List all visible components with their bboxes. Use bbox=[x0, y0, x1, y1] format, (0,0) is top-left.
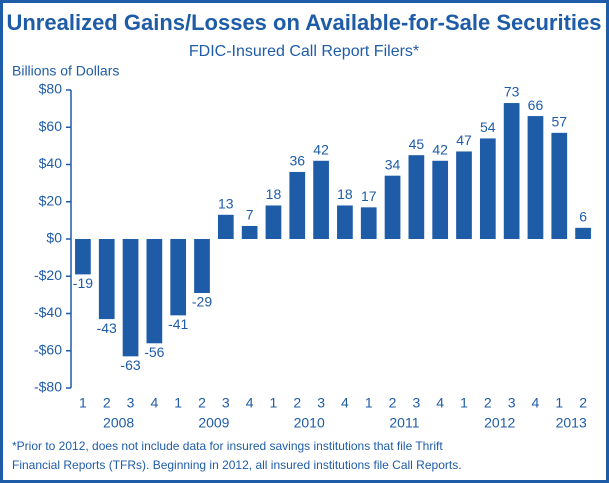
bar bbox=[456, 151, 472, 239]
y-tick-label: -$40 bbox=[34, 304, 62, 320]
data-label: -56 bbox=[144, 344, 164, 360]
x-tick-label: 2 bbox=[389, 395, 397, 411]
x-tick-label: 1 bbox=[79, 395, 87, 411]
x-tick-label: 4 bbox=[436, 395, 444, 411]
x-tick-label: 4 bbox=[532, 395, 540, 411]
y-tick-label: $60 bbox=[39, 118, 63, 134]
x-tick-label: 2 bbox=[103, 395, 111, 411]
x-tick-label: 3 bbox=[508, 395, 516, 411]
x-tick-label: 2 bbox=[293, 395, 301, 411]
bar bbox=[575, 227, 591, 239]
data-label: -63 bbox=[120, 357, 140, 373]
bar bbox=[289, 171, 306, 239]
data-label: 18 bbox=[266, 186, 282, 202]
x-tick-label: 2 bbox=[198, 395, 206, 411]
bar bbox=[146, 239, 163, 344]
x-tick-label: 4 bbox=[246, 395, 254, 411]
footnote: Financial Reports (TFRs). Beginning in 2… bbox=[12, 458, 462, 472]
x-tick-label: 1 bbox=[460, 395, 468, 411]
y-tick-label: -$80 bbox=[34, 379, 62, 395]
bar bbox=[384, 175, 401, 239]
data-label: 42 bbox=[313, 141, 329, 157]
x-group-label: 2009 bbox=[198, 415, 229, 431]
data-label: 17 bbox=[361, 188, 377, 204]
data-label: 57 bbox=[551, 114, 567, 130]
data-label: 66 bbox=[528, 97, 544, 113]
data-label: 54 bbox=[480, 119, 496, 135]
y-tick-label: $80 bbox=[39, 81, 63, 97]
data-label: 47 bbox=[456, 132, 472, 148]
data-label: 6 bbox=[579, 209, 587, 225]
footnote: *Prior to 2012, does not include data fo… bbox=[12, 439, 443, 453]
bar bbox=[479, 138, 496, 239]
bar bbox=[217, 214, 234, 239]
data-label: 13 bbox=[218, 195, 234, 211]
x-group-label: 2011 bbox=[389, 415, 419, 431]
data-label: -43 bbox=[97, 320, 117, 336]
data-label: -41 bbox=[168, 316, 188, 332]
x-tick-label: 3 bbox=[317, 395, 325, 411]
bar bbox=[503, 103, 520, 239]
bar bbox=[194, 239, 210, 294]
x-tick-label: 1 bbox=[365, 395, 373, 411]
y-tick-label: $0 bbox=[46, 230, 62, 246]
bar bbox=[337, 205, 353, 239]
bar bbox=[170, 239, 187, 316]
data-label: 18 bbox=[337, 186, 353, 202]
x-tick-label: 2 bbox=[579, 395, 587, 411]
bar bbox=[551, 132, 568, 239]
x-tick-label: 1 bbox=[174, 395, 182, 411]
x-tick-label: 2 bbox=[484, 395, 492, 411]
bar bbox=[75, 239, 91, 275]
y-axis-label: Billions of Dollars bbox=[12, 63, 119, 79]
x-tick-label: 3 bbox=[222, 395, 230, 411]
x-tick-label: 1 bbox=[555, 395, 563, 411]
data-label: 73 bbox=[504, 84, 520, 100]
data-label: 34 bbox=[385, 156, 401, 172]
x-tick-label: 4 bbox=[341, 395, 349, 411]
bar bbox=[432, 160, 449, 239]
data-label: 36 bbox=[289, 153, 305, 169]
chart-subtitle: FDIC-Insured Call Report Filers* bbox=[189, 43, 419, 60]
x-tick-label: 3 bbox=[127, 395, 135, 411]
bar bbox=[360, 207, 377, 239]
x-tick-label: 1 bbox=[270, 395, 278, 411]
bar bbox=[122, 239, 139, 357]
chart-title: Unrealized Gains/Losses on Available-for… bbox=[6, 10, 601, 35]
x-tick-label: 4 bbox=[150, 395, 158, 411]
bar bbox=[265, 205, 282, 239]
bar bbox=[527, 116, 544, 239]
data-label: -29 bbox=[192, 294, 212, 310]
bar bbox=[98, 239, 115, 320]
x-group-label: 2008 bbox=[103, 415, 134, 431]
y-tick-label: $40 bbox=[39, 155, 63, 171]
bar bbox=[313, 160, 329, 239]
data-label: 45 bbox=[409, 136, 425, 152]
data-label: 7 bbox=[246, 207, 254, 223]
bar bbox=[241, 225, 258, 239]
y-tick-label: -$20 bbox=[34, 267, 62, 283]
data-label: 42 bbox=[432, 141, 448, 157]
x-tick-label: 3 bbox=[412, 395, 420, 411]
bar bbox=[408, 155, 425, 239]
x-group-label: 2010 bbox=[294, 415, 325, 431]
x-group-label: 2012 bbox=[484, 415, 515, 431]
data-label: -19 bbox=[73, 275, 93, 291]
y-tick-label: $20 bbox=[39, 192, 63, 208]
x-group-label: 2013 bbox=[556, 415, 587, 431]
y-tick-label: -$60 bbox=[34, 341, 62, 357]
